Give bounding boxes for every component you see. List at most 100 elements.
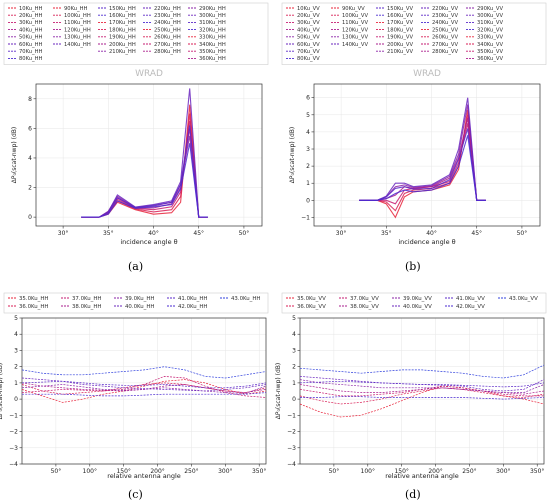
x-tick-label: 300° (218, 468, 232, 475)
legend-label: 270Ku_VV (432, 42, 458, 48)
legend-label: 20Ku_HH (19, 13, 43, 19)
legend-label: 160Ku_VV (387, 13, 413, 19)
legend-label: 230Ku_HH (154, 13, 181, 19)
legend-label: 20Ku_VV (297, 13, 320, 19)
series-line (81, 125, 208, 218)
series-line (81, 88, 208, 218)
x-tick-label: 100° (361, 468, 375, 475)
y-tick-label: 2 (14, 364, 18, 371)
legend-label: 130Ku_HH (64, 35, 91, 41)
series-line (21, 377, 267, 392)
legend-label: 300Ku_HH (199, 13, 226, 19)
y-tick-label: 4 (14, 331, 18, 338)
y-tick-label: 2 (292, 364, 296, 371)
legend-label: 290Ku_VV (477, 6, 503, 12)
legend-label: 280Ku_VV (432, 49, 458, 55)
legend-label: 210Ku_HH (109, 49, 136, 55)
legend-label: 100Ku_VV (342, 13, 368, 19)
series-line (22, 392, 267, 397)
legend-label: 260Ku_VV (432, 35, 458, 41)
chart-title: WRAD (135, 69, 163, 79)
x-tick-label: 40° (426, 230, 437, 237)
x-tick-label: 200° (428, 468, 442, 475)
legend-label: 160Ku_HH (109, 13, 136, 19)
y-axis-label: ΔP₀(scat-nwp) (dB) (289, 127, 296, 183)
legend-label: 340Ku_VV (477, 42, 503, 48)
legend-label: 140Ku_VV (342, 42, 368, 48)
x-tick-label: 250° (184, 468, 198, 475)
legend-label: 37.0Ku_VV (350, 296, 379, 302)
series-line (299, 364, 545, 379)
y-tick-label: 4 (292, 331, 296, 338)
x-tick-label: 100° (83, 468, 97, 475)
y-tick-label: 5 (14, 315, 18, 322)
x-tick-label: 45° (471, 230, 482, 237)
legend-label: 30Ku_VV (297, 20, 320, 26)
x-tick-label: 45° (193, 230, 204, 237)
y-tick-label: −4 (287, 461, 296, 468)
plot-frame (35, 83, 263, 227)
x-tick-label: 30° (58, 230, 69, 237)
y-tick-label: −1 (287, 412, 296, 419)
plot-frame (299, 317, 545, 465)
series-line (21, 384, 267, 394)
x-tick-label: 35° (103, 230, 114, 237)
x-tick-label: 30° (336, 230, 347, 237)
legend-label: 190Ku_HH (109, 35, 136, 41)
legend-label: 260Ku_HH (154, 35, 181, 41)
series-line (21, 366, 267, 379)
legend-label: 36.0Ku_HH (19, 304, 49, 310)
legend-label: 150Ku_HH (109, 6, 136, 12)
y-axis-label: ΔP₀(scat-nwp) (dB) (0, 363, 4, 419)
legend-label: 43.0Ku_HH (231, 296, 261, 302)
series-line (359, 123, 486, 205)
legend-label: 350Ku_HH (199, 49, 226, 55)
legend-box (281, 2, 547, 65)
chart-title: WRAD (413, 69, 441, 79)
legend-label: 80Ku_HH (19, 56, 43, 62)
legend-label: 42.0Ku_HH (178, 304, 208, 310)
legend-label: 330Ku_VV (477, 35, 503, 41)
series-line (299, 376, 545, 392)
legend-label: 35.0Ku_VV (297, 296, 326, 302)
legend-label: 36.0Ku_VV (297, 304, 326, 310)
legend-box (3, 2, 269, 65)
y-axis-label: ΔP₀(scat-nwp) (dB) (275, 363, 282, 419)
legend-label: 70Ku_HH (19, 49, 43, 55)
y-tick-label: 2 (306, 163, 310, 170)
legend-label: 200Ku_VV (387, 42, 413, 48)
x-tick-label: 50° (239, 230, 250, 237)
chart-c: 35.0Ku_HH 36.0Ku_HH 37.0Ku_HH 38.0Ku_HH 39.0… (0, 292, 269, 480)
legend-label: 360Ku_VV (477, 56, 503, 62)
legend-label: 41.0Ku_HH (178, 296, 208, 302)
x-tick-label: 150° (116, 468, 130, 475)
x-axis-label: relative antenna angle (107, 472, 181, 480)
chart-panel-d: 35.0Ku_VV 36.0Ku_VV 37.0Ku_VV 38.0Ku_VV 39.0… (275, 290, 550, 502)
legend-label: 42.0Ku_VV (456, 304, 485, 310)
legend-label: 40.0Ku_HH (125, 304, 155, 310)
legend-box (281, 292, 547, 314)
series-line (359, 97, 486, 201)
x-tick-label: 50° (51, 468, 62, 475)
legend-label: 10Ku_HH (19, 6, 43, 12)
legend-label: 320Ku_VV (477, 27, 503, 33)
legend-label: 90Ku_VV (342, 6, 365, 12)
legend-label: 37.0Ku_HH (72, 296, 102, 302)
x-tick-label: 250° (462, 468, 476, 475)
series-line (299, 380, 545, 388)
x-tick-label: 350° (252, 468, 266, 475)
series-line (21, 376, 267, 398)
y-tick-label: 1 (292, 380, 296, 387)
legend-label: 310Ku_VV (477, 20, 503, 26)
x-tick-label: 50° (517, 230, 528, 237)
series-line (359, 135, 486, 201)
legend-label: 100Ku_HH (64, 13, 91, 19)
legend-label: 50Ku_VV (297, 35, 320, 41)
chart-d: 35.0Ku_VV 36.0Ku_VV 37.0Ku_VV 38.0Ku_VV 39.0… (275, 292, 547, 480)
y-tick-label: 0 (28, 214, 32, 221)
y-tick-label: 2 (28, 185, 32, 192)
legend-label: 40.0Ku_VV (403, 304, 432, 310)
legend-box (3, 292, 269, 314)
legend-label: 320Ku_HH (199, 27, 226, 33)
